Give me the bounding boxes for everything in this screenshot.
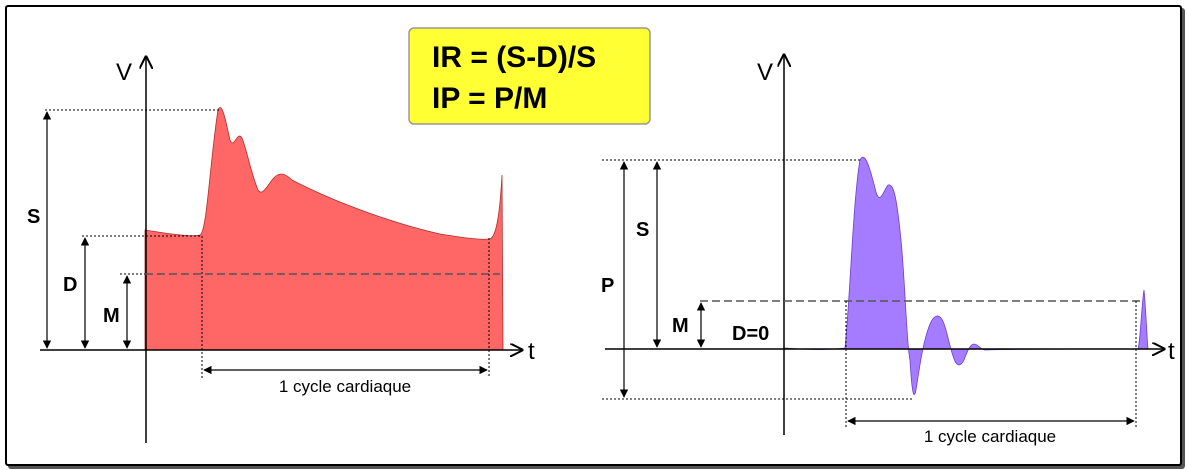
right-diagram: V t P S M D=0 1 cycle cardiaque <box>601 55 1175 446</box>
right-v-label: V <box>757 59 773 86</box>
right-s-label: S <box>636 219 649 241</box>
left-d-label: D <box>63 274 77 296</box>
formula-box-background <box>408 27 651 125</box>
left-waveform <box>144 107 504 351</box>
left-m-label: M <box>103 305 120 327</box>
left-cycle-label: 1 cycle cardiaque <box>279 377 411 396</box>
right-t-label: t <box>1168 338 1175 365</box>
formula-ir: IR = (S-D)/S <box>432 41 596 74</box>
formula-box: IR = (S-D)/S IP = P/M <box>408 27 651 125</box>
right-m-label: M <box>672 315 689 337</box>
left-diagram: V t S D M 1 cycle cardiaque <box>27 57 535 443</box>
right-p-label: P <box>601 275 614 297</box>
left-t-label: t <box>528 338 535 365</box>
right-cycle-label: 1 cycle cardiaque <box>924 427 1056 446</box>
left-s-label: S <box>27 206 40 228</box>
left-v-label: V <box>116 59 132 86</box>
formula-ip: IP = P/M <box>432 82 547 115</box>
right-waveform <box>784 157 1149 395</box>
right-d-label: D=0 <box>732 323 769 345</box>
